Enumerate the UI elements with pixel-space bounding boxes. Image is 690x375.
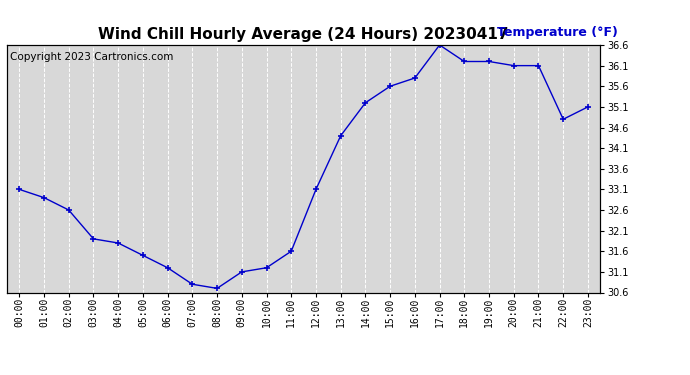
Text: Copyright 2023 Cartronics.com: Copyright 2023 Cartronics.com xyxy=(10,53,173,62)
Title: Wind Chill Hourly Average (24 Hours) 20230417: Wind Chill Hourly Average (24 Hours) 202… xyxy=(99,27,509,42)
Text: Temperature (°F): Temperature (°F) xyxy=(497,26,618,39)
